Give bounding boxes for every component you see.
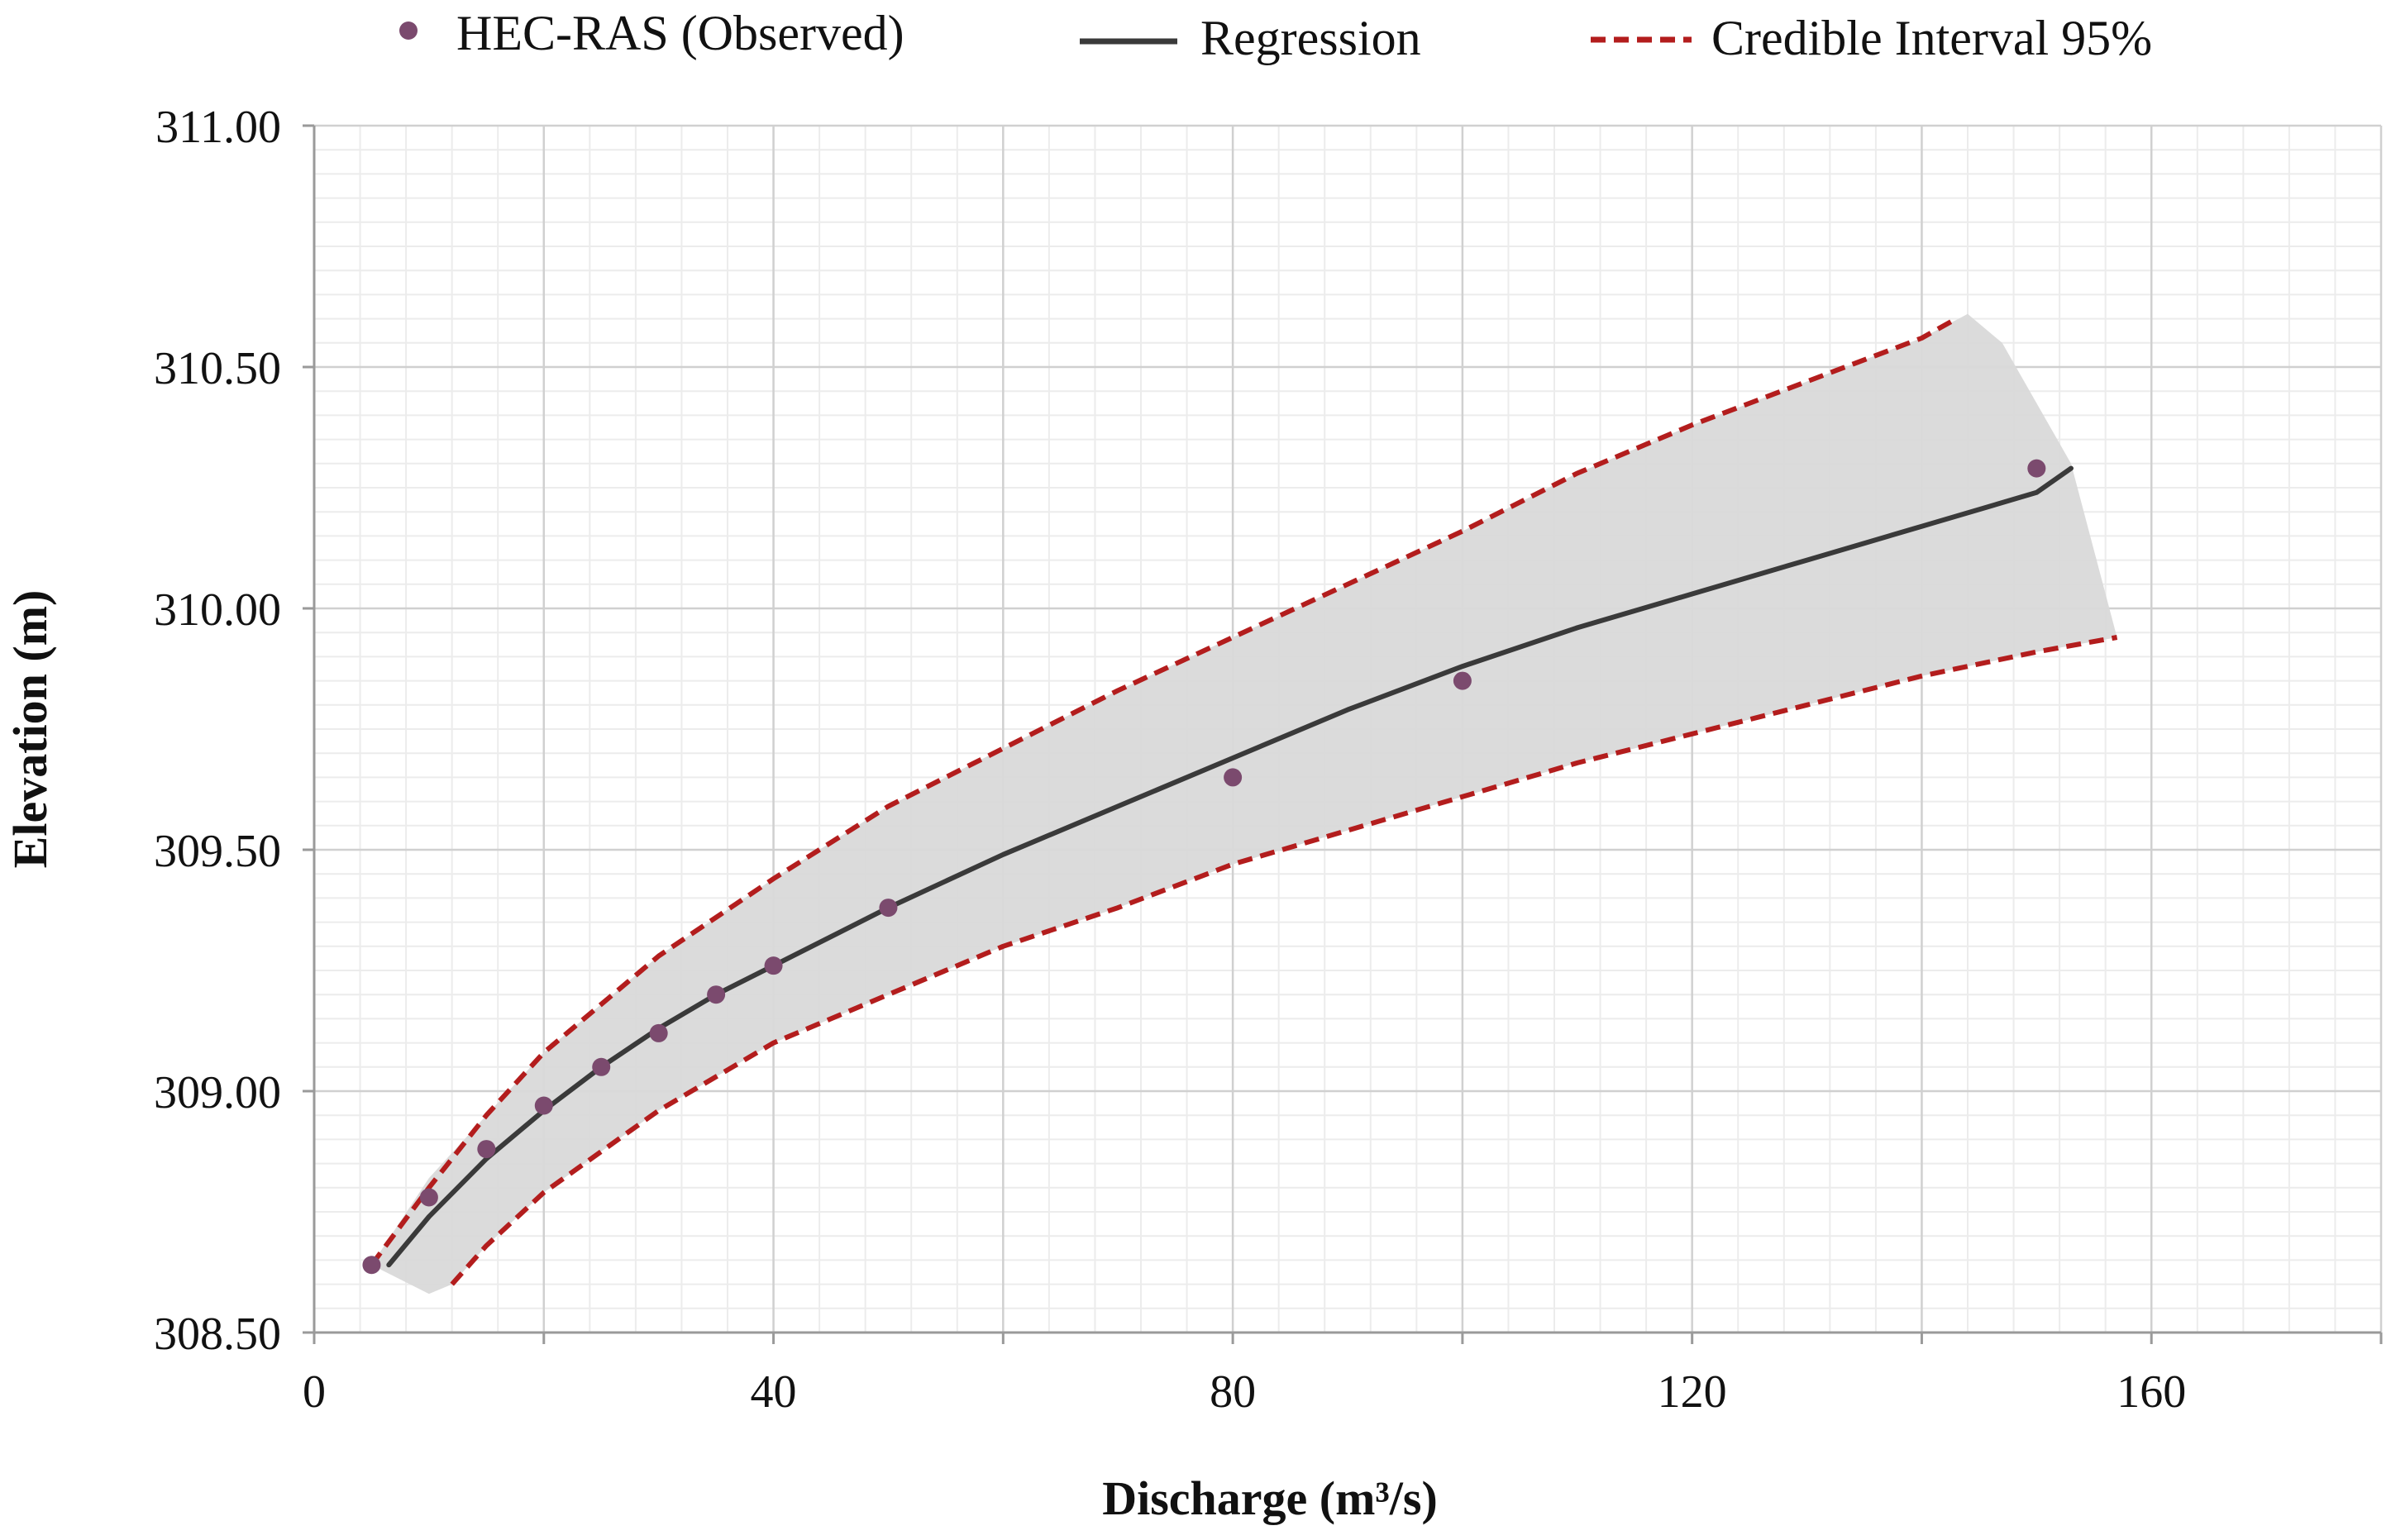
x-tick-label: 40 [751,1366,797,1418]
x-tick-label: 0 [303,1366,326,1418]
credible-band [371,313,2117,1294]
legend-marker-observed [399,21,418,40]
x-tick-label: 80 [1210,1366,1256,1418]
series-lines [369,316,2118,1286]
legend-label-regression: Regression [1200,11,1421,65]
observed-point [649,1023,668,1042]
y-tick-label: 310.00 [154,584,281,636]
credible-interval-lower-line [450,635,2118,1286]
observed-point [592,1057,611,1076]
observed-point [707,985,726,1004]
x-tick-label: 160 [2117,1366,2186,1418]
y-tick-label: 310.50 [154,343,281,394]
credible-interval-upper-line [369,316,1958,1266]
y-tick-label: 309.00 [154,1067,281,1118]
observed-point [2027,459,2046,478]
x-axis-title: Discharge (m³/s) [1102,1471,1438,1525]
observed-point [1453,671,1472,690]
observed-point [477,1140,496,1159]
y-axis-title: Elevation (m) [3,590,57,869]
y-tick-labels: 308.50 309.00 309.50 310.00 310.50 311.00 [154,102,281,1360]
x-tick-labels: 0 40 80 120 160 [303,1366,2186,1418]
regression-line [386,465,2074,1268]
observed-points [362,459,2046,1275]
credible-band-area [371,313,2117,1294]
observed-point [879,899,898,918]
x-tick-label: 120 [1658,1366,1727,1418]
axes [303,124,2383,1344]
y-tick-label: 309.50 [154,826,281,877]
y-tick-label: 311.00 [155,102,281,153]
observed-point [1224,768,1243,787]
legend-label-credible: Credible Interval 95% [1711,11,2152,65]
y-tick-label: 308.50 [154,1309,281,1360]
observed-point [362,1256,381,1275]
observed-point [419,1188,438,1207]
legend: HEC-RAS (Observed) Regression Credible I… [399,6,2152,65]
legend-label-observed: HEC-RAS (Observed) [456,6,904,60]
observed-point [534,1096,553,1115]
observed-point [764,956,783,975]
